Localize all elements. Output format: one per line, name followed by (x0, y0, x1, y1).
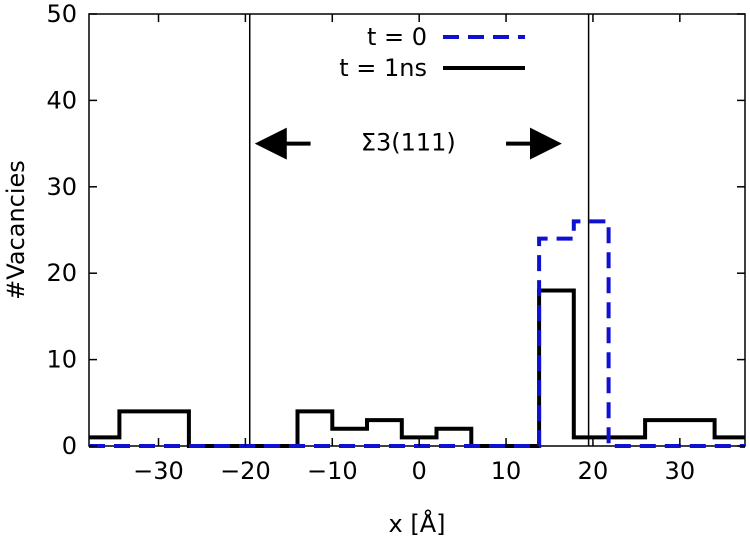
x-tick-label: −20 (220, 457, 271, 485)
legend: t = 0 t = 1ns (339, 23, 525, 82)
x-axis-label: x [Å] (389, 509, 446, 538)
y-axis-ticks: 0 10 20 30 40 50 (46, 0, 745, 460)
series-t-1ns (89, 288, 745, 448)
y-tick-label: 40 (46, 86, 77, 114)
y-tick-label: 30 (46, 173, 77, 201)
legend-label-t0: t = 0 (367, 23, 427, 51)
x-tick-label: 10 (491, 457, 522, 485)
y-tick-label: 20 (46, 259, 77, 287)
y-tick-label: 0 (62, 432, 77, 460)
x-tick-label: 0 (412, 457, 427, 485)
legend-label-t1ns: t = 1ns (339, 54, 427, 82)
x-axis-ticks: −30 −20 −10 0 10 20 30 (133, 14, 695, 485)
x-tick-label: −10 (307, 457, 358, 485)
y-tick-label: 10 (46, 346, 77, 374)
y-axis-label: #Vacancies (2, 160, 30, 300)
annotation-label: Σ3(111) (361, 129, 456, 157)
series-t-0 (89, 219, 745, 448)
x-tick-label: 30 (665, 457, 696, 485)
y-tick-label: 50 (46, 0, 77, 28)
x-tick-label: −30 (133, 457, 184, 485)
x-tick-label: 20 (578, 457, 609, 485)
